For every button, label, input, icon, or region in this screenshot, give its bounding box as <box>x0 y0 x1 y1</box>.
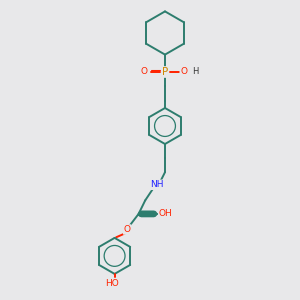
Text: H: H <box>192 68 198 76</box>
Text: NH: NH <box>150 180 163 189</box>
Text: O: O <box>124 225 131 234</box>
Text: O: O <box>140 68 148 76</box>
Text: OH: OH <box>159 209 172 218</box>
Text: HO: HO <box>105 279 119 288</box>
Text: O: O <box>180 68 188 76</box>
Text: P: P <box>162 67 168 77</box>
